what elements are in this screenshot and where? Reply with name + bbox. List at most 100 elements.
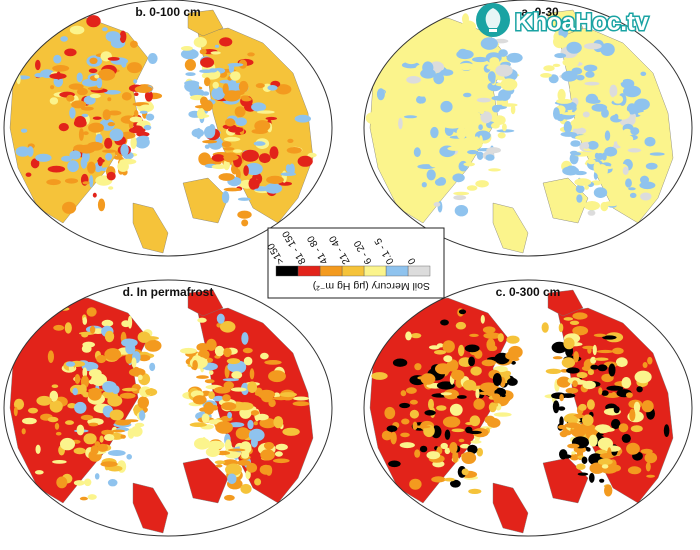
mercury-patch <box>89 57 98 64</box>
mercury-patch <box>49 400 63 413</box>
mercury-patch <box>419 445 428 453</box>
mercury-patch <box>36 395 52 406</box>
mercury-patch <box>131 357 137 368</box>
mercury-patch <box>592 344 597 356</box>
mercury-patch <box>456 127 467 140</box>
mercury-patch <box>88 387 102 401</box>
mercury-patch <box>185 72 196 76</box>
panel-label-c: c. 0-300 cm <box>496 285 561 299</box>
mercury-patch <box>391 47 398 54</box>
mercury-patch <box>221 402 237 411</box>
mercury-patch <box>569 453 580 461</box>
mercury-patch <box>409 176 427 185</box>
mercury-patch <box>416 95 426 104</box>
mercury-patch <box>468 430 482 435</box>
mercury-patch <box>243 165 249 177</box>
mercury-patch <box>606 385 624 391</box>
mercury-patch <box>25 172 32 177</box>
mercury-patch <box>182 49 189 58</box>
mercury-patch <box>255 83 265 89</box>
mercury-patch <box>634 98 650 111</box>
mercury-patch <box>113 155 123 160</box>
mercury-patch <box>64 48 77 57</box>
legend-swatch <box>363 265 387 277</box>
mercury-patch <box>50 85 55 90</box>
land-region <box>492 482 529 534</box>
mercury-patch <box>554 53 567 59</box>
mercury-patch <box>134 85 153 94</box>
mercury-patch <box>88 422 99 427</box>
mercury-patch <box>463 92 472 98</box>
mercury-patch <box>584 201 600 211</box>
mercury-patch <box>230 387 247 392</box>
mercury-patch <box>458 160 468 172</box>
mercury-patch <box>211 164 227 170</box>
mercury-patch <box>247 381 258 394</box>
mercury-patch <box>21 428 26 435</box>
mercury-patch <box>636 386 643 393</box>
mercury-patch <box>604 484 613 497</box>
mercury-patch <box>191 128 204 138</box>
mercury-patch <box>583 43 602 50</box>
mercury-patch <box>227 411 233 419</box>
mercury-patch <box>409 399 418 405</box>
mercury-patch <box>130 40 138 48</box>
mercury-patch <box>204 144 210 149</box>
mercury-patch <box>582 380 596 390</box>
mercury-patch <box>233 360 247 374</box>
mercury-patch <box>426 451 441 460</box>
mercury-patch <box>22 417 37 425</box>
mercury-patch <box>123 419 139 423</box>
mercury-patch <box>614 113 619 120</box>
mercury-patch <box>596 137 615 149</box>
mercury-patch <box>584 81 600 86</box>
mercury-patch <box>645 462 651 472</box>
mercury-patch <box>607 447 612 459</box>
mercury-patch <box>644 452 658 464</box>
mercury-patch <box>413 147 421 158</box>
mercury-patch <box>598 387 603 395</box>
mercury-patch <box>417 103 427 117</box>
mercury-patch <box>501 394 506 398</box>
mercury-patch <box>145 113 155 121</box>
mercury-patch <box>104 137 113 149</box>
mercury-patch <box>400 432 410 438</box>
mercury-patch <box>228 126 244 133</box>
mercury-patch <box>219 321 236 333</box>
mercury-patch <box>199 69 214 73</box>
mercury-patch <box>480 111 493 124</box>
mercury-patch <box>49 390 59 402</box>
mercury-patch <box>556 98 573 104</box>
mercury-patch <box>96 354 107 364</box>
mercury-patch <box>196 375 209 379</box>
mercury-patch <box>223 187 241 192</box>
mercury-patch <box>486 64 497 70</box>
mercury-patch <box>101 429 114 436</box>
mercury-patch <box>89 93 101 99</box>
land-region <box>492 202 529 254</box>
mercury-patch <box>65 361 76 367</box>
mercury-patch <box>611 464 621 472</box>
mercury-patch <box>72 387 78 396</box>
legend-label: 0 <box>406 255 419 266</box>
mercury-patch <box>192 360 198 371</box>
mercury-patch <box>245 162 263 176</box>
legend: Soil Mercury (μg Hg m⁻²) 00.1 - 56 - 202… <box>266 227 445 299</box>
mercury-patch <box>449 442 458 454</box>
mercury-patch <box>56 476 68 489</box>
mercury-patch <box>561 112 578 116</box>
mercury-patch <box>621 377 632 389</box>
mercury-patch <box>458 438 465 443</box>
mercury-patch <box>463 162 476 167</box>
mercury-patch <box>287 138 294 143</box>
mercury-patch <box>562 454 572 459</box>
mercury-patch <box>286 147 302 154</box>
mercury-patch <box>74 116 87 128</box>
watermark: KhoaHoc.tv <box>476 3 651 38</box>
mercury-patch <box>488 168 501 172</box>
mercury-patch <box>444 429 451 440</box>
mercury-patch <box>125 352 133 364</box>
mercury-patch <box>109 409 124 421</box>
mercury-patch <box>83 95 96 105</box>
mercury-patch <box>466 185 478 191</box>
